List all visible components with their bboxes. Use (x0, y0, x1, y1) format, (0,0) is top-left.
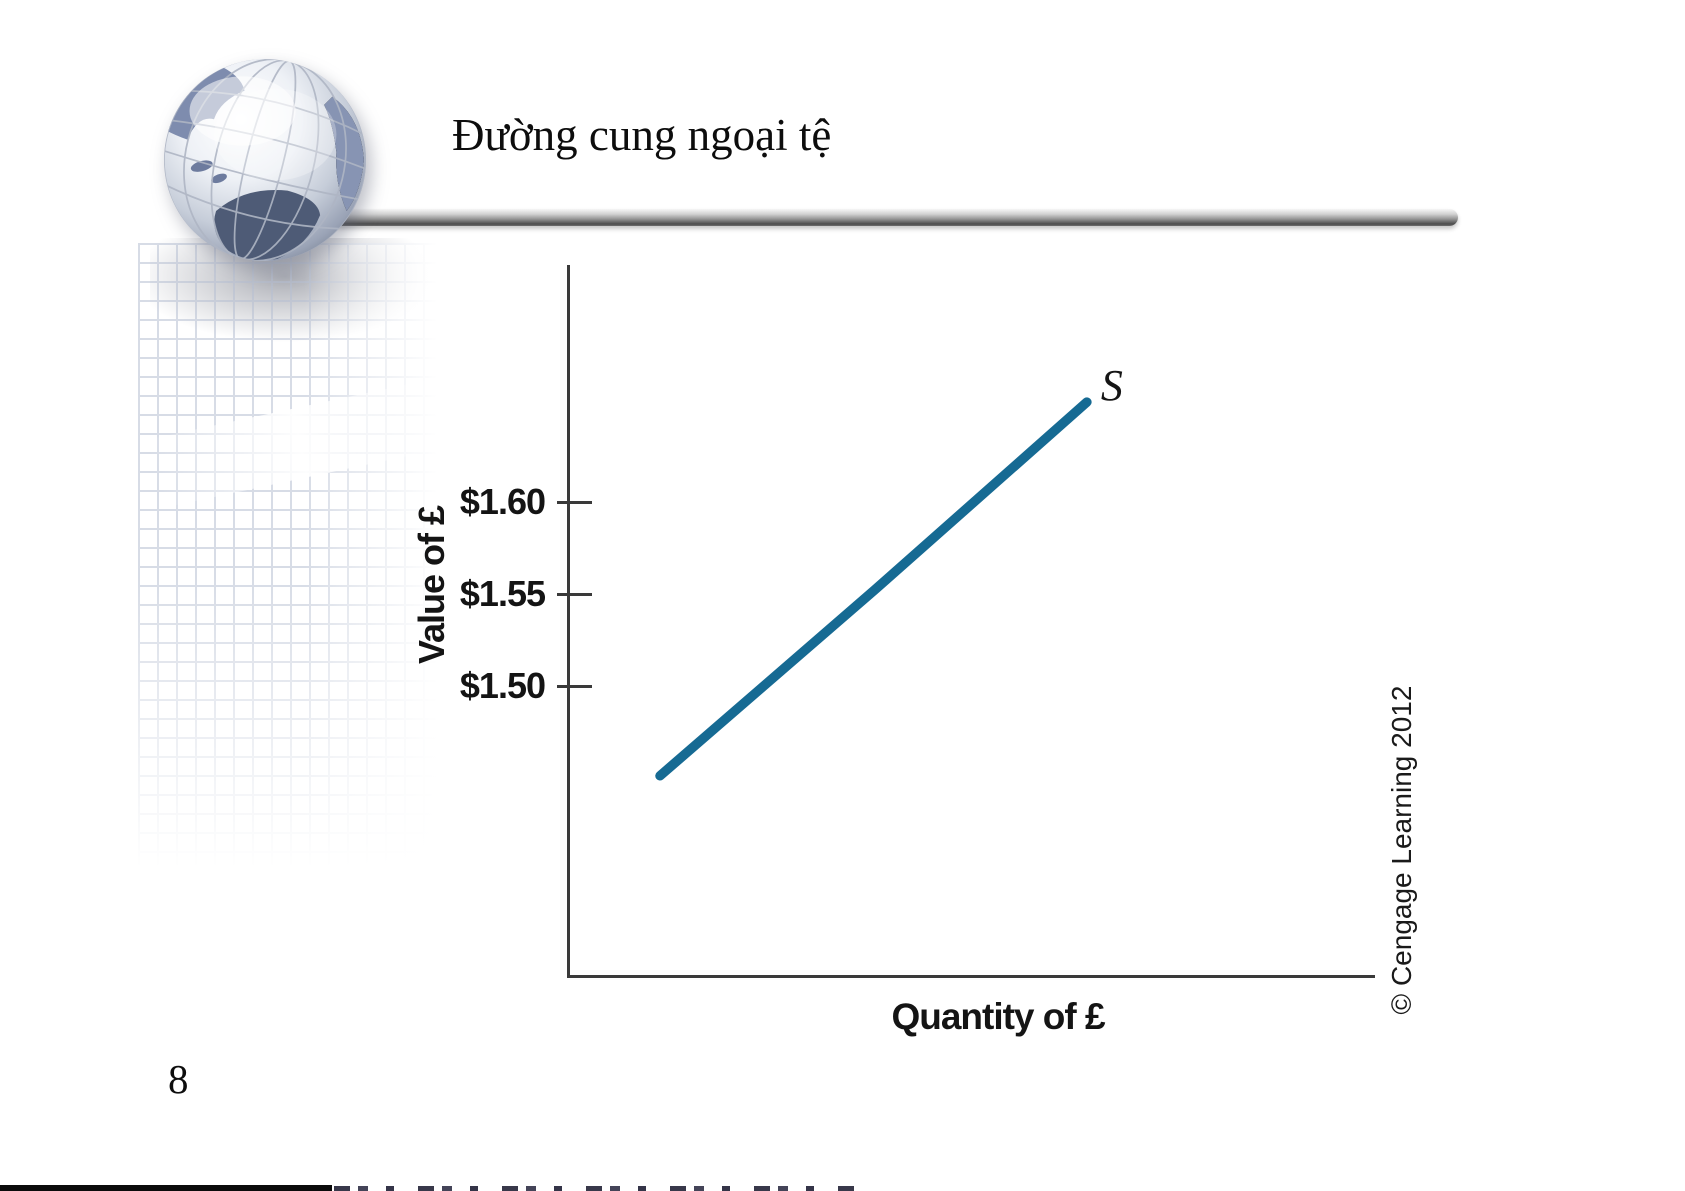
copyright-credit: © Cengage Learning 2012 (1386, 685, 1417, 1015)
y-axis-line (567, 265, 570, 978)
page-title: Đường cung ngoại tệ (452, 110, 832, 160)
y-tick-mark-150 (557, 685, 592, 688)
y-axis-title: Value of £ (411, 505, 452, 665)
y-tick-label-160: $1.60 (459, 481, 546, 522)
title-underline-bar (338, 209, 1458, 226)
background-mosaic-fade (138, 243, 440, 908)
y-tick-label-150: $1.50 (459, 665, 546, 706)
x-axis-line (567, 975, 1375, 978)
supply-curve-label: S (1100, 361, 1123, 411)
y-tick-mark-160 (557, 501, 592, 504)
clipped-footer-text (334, 1186, 854, 1191)
footer-bar (0, 1185, 332, 1191)
x-axis-title: Quantity of £ (891, 996, 1105, 1037)
page-number: 8 (168, 1056, 189, 1102)
y-tick-label-155: $1.55 (459, 573, 546, 614)
y-tick-mark-155 (557, 593, 592, 596)
globe-logo-icon (164, 59, 366, 261)
supply-line (655, 397, 1092, 781)
